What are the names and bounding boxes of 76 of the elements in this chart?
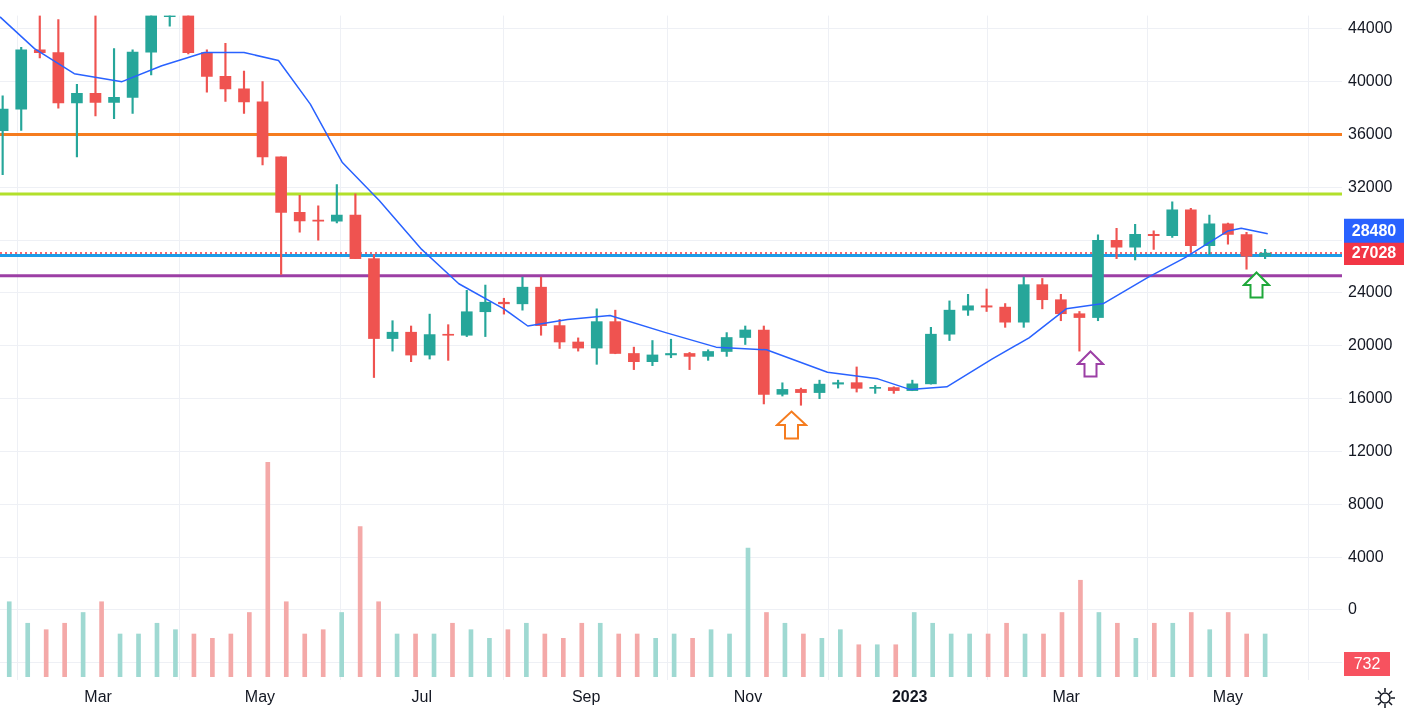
bar xyxy=(893,644,899,677)
bar xyxy=(634,633,640,677)
x-tick-label: Sep xyxy=(571,688,601,706)
bar xyxy=(690,637,695,677)
bar xyxy=(99,601,104,677)
candlestick xyxy=(386,320,399,352)
bar xyxy=(1041,633,1046,677)
y-tick-label: 36000 xyxy=(1348,124,1393,142)
x-tick-label: Nov xyxy=(733,688,763,706)
bar xyxy=(801,633,806,677)
bar xyxy=(25,622,31,677)
bar xyxy=(579,622,585,677)
bar xyxy=(838,629,843,677)
bar xyxy=(764,612,769,677)
x-tick-label: Jul xyxy=(411,688,432,706)
text: 732 xyxy=(1353,655,1381,673)
bar xyxy=(43,629,49,677)
bar xyxy=(1188,612,1194,677)
candlestick xyxy=(1073,311,1086,352)
candlestick xyxy=(683,352,696,370)
bar xyxy=(1225,612,1231,677)
bar xyxy=(320,629,326,677)
bar xyxy=(597,622,603,677)
bar xyxy=(1004,622,1009,677)
bar xyxy=(616,633,622,677)
x-tick-label: May xyxy=(244,688,276,706)
bar xyxy=(6,601,12,677)
bar xyxy=(265,462,271,677)
bar xyxy=(967,633,972,677)
bar xyxy=(911,612,917,677)
bar xyxy=(1078,579,1083,677)
bar xyxy=(653,637,658,677)
bar xyxy=(302,633,308,677)
bar xyxy=(413,633,418,677)
candlestick xyxy=(219,43,232,102)
x-tick-label: Mar xyxy=(84,688,113,706)
bar xyxy=(930,622,936,677)
bar xyxy=(727,633,732,677)
x-tick-label: Mar xyxy=(1052,688,1081,706)
x-tick-label: May xyxy=(1212,688,1244,706)
bar xyxy=(136,633,141,677)
bar xyxy=(247,612,252,677)
bar xyxy=(1115,622,1120,677)
bar xyxy=(524,622,529,677)
bar xyxy=(283,601,289,677)
y-tick-label: 20000 xyxy=(1348,336,1393,354)
bar xyxy=(376,601,381,677)
candlestick xyxy=(646,340,659,366)
bar xyxy=(62,622,67,677)
y-tick-label: 44000 xyxy=(1348,19,1393,37)
y-tick-label: 0 xyxy=(1348,600,1357,618)
y-tick-label: 32000 xyxy=(1348,177,1393,195)
candlestick xyxy=(442,324,455,361)
bar xyxy=(450,622,455,677)
text: 28480 xyxy=(1351,222,1397,240)
bar xyxy=(339,612,345,677)
bar xyxy=(173,629,178,677)
y-tick-label: 16000 xyxy=(1348,389,1393,407)
y-tick-label: 12000 xyxy=(1348,441,1393,459)
bar xyxy=(1244,633,1249,677)
y-tick-label: 8000 xyxy=(1348,494,1384,512)
bar xyxy=(874,644,880,677)
candlestick xyxy=(1110,227,1123,259)
candlestick xyxy=(89,15,102,117)
y-tick-label: 40000 xyxy=(1348,72,1393,90)
bar xyxy=(1207,629,1213,677)
bar xyxy=(210,637,215,677)
bar xyxy=(560,637,566,677)
y-tick-label: 4000 xyxy=(1348,547,1384,565)
bar xyxy=(487,637,492,677)
ref-line-label: 27028 xyxy=(1351,244,1397,262)
x-tick-label: 2023 xyxy=(891,688,928,706)
bar xyxy=(1170,622,1176,677)
bar xyxy=(856,644,862,677)
bar xyxy=(1151,622,1157,677)
y-tick-label: 24000 xyxy=(1348,283,1393,301)
